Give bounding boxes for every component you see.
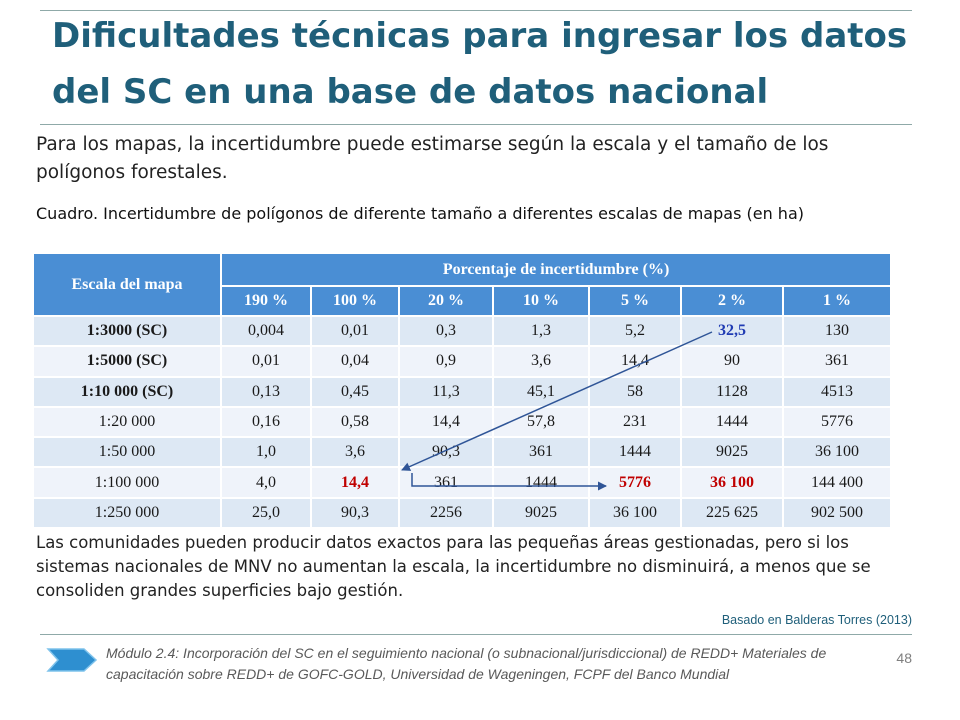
column-header: 2 % — [680, 285, 784, 317]
value-cell: 0,58 — [310, 405, 400, 439]
value-cell: 57,8 — [492, 405, 590, 439]
column-header: 20 % — [398, 285, 494, 317]
scale-cell: 1:3000 (SC) — [32, 314, 222, 348]
uncertainty-table-grid: Escala del mapa Porcentaje de incertidum… — [32, 252, 893, 530]
table-row: 1:100 000 4,0 14,4 361 1444 5776 36 100 144 400 — [32, 466, 893, 499]
value-cell: 361 — [781, 345, 893, 378]
value-cell: 0,13 — [220, 375, 312, 408]
table-row: 1:5000 (SC) 0,01 0,04 0,9 3,6 14,4 90 361 — [32, 345, 893, 378]
value-cell: 902 500 — [781, 496, 893, 530]
value-cell: 4,0 — [220, 466, 312, 499]
value-cell: 25,0 — [220, 496, 312, 530]
value-cell: 90 — [680, 345, 784, 378]
value-cell: 0,01 — [310, 314, 400, 348]
table-body: 1:3000 (SC) 0,004 0,01 0,3 1,3 5,2 32,5 130 1:50… — [32, 314, 893, 530]
value-cell: 9025 — [680, 436, 784, 469]
value-cell: 1444 — [680, 405, 784, 439]
scale-cell: 1:20 000 — [32, 405, 222, 439]
scale-cell: 1:100 000 — [32, 466, 222, 499]
row-header-cell: Escala del mapa — [32, 252, 222, 317]
value-cell: 5776 — [588, 466, 682, 499]
value-cell: 3,6 — [310, 436, 400, 469]
uncertainty-table: Escala del mapa Porcentaje de incertidum… — [32, 252, 893, 530]
group-header-cell: Porcentaje de incertidumbre (%) — [219, 252, 893, 287]
value-cell: 14,4 — [588, 345, 682, 378]
value-cell: 1444 — [492, 466, 590, 499]
column-header: 100 % — [310, 285, 400, 317]
value-cell: 36 100 — [781, 436, 893, 469]
value-cell: 32,5 — [680, 314, 784, 348]
table-row: 1:20 000 0,16 0,58 14,4 57,8 231 1444 5776 — [32, 405, 893, 439]
closing-paragraph: Las comunidades pueden producir datos ex… — [36, 533, 871, 600]
source-citation: Basado en Balderas Torres (2013) — [721, 613, 912, 627]
value-cell: 3,6 — [492, 345, 590, 378]
value-cell: 1444 — [588, 436, 682, 469]
value-cell: 0,9 — [398, 345, 494, 378]
scale-cell: 1:10 000 (SC) — [32, 375, 222, 408]
value-cell: 0,04 — [310, 345, 400, 378]
title-underline — [40, 124, 912, 125]
value-cell: 9025 — [492, 496, 590, 530]
value-cell: 11,3 — [398, 375, 494, 408]
value-cell: 36 100 — [588, 496, 682, 530]
value-cell: 0,16 — [220, 405, 312, 439]
value-cell: 90,3 — [310, 496, 400, 530]
value-cell: 144 400 — [781, 466, 893, 499]
footer-rule — [40, 634, 912, 635]
value-cell: 2256 — [398, 496, 494, 530]
value-cell: 0,004 — [220, 314, 312, 348]
value-cell: 45,1 — [492, 375, 590, 408]
table-row: 1:50 000 1,0 3,6 90,3 361 1444 9025 36 100 — [32, 436, 893, 469]
value-cell: 4513 — [781, 375, 893, 408]
column-header: 1 % — [781, 285, 893, 317]
slide-title: Dificultades técnicas para ingresar los … — [52, 16, 908, 112]
scale-cell: 1:50 000 — [32, 436, 222, 469]
value-cell: 5,2 — [588, 314, 682, 348]
value-cell: 1,3 — [492, 314, 590, 348]
column-header: 190 % — [220, 285, 312, 317]
column-header: 10 % — [492, 285, 590, 317]
value-cell: 1128 — [680, 375, 784, 408]
table-row: 1:10 000 (SC) 0,13 0,45 11,3 45,1 58 1128 4513 — [32, 375, 893, 408]
footer-text: Módulo 2.4: Incorporación del SC en el s… — [106, 645, 827, 682]
value-cell: 130 — [781, 314, 893, 348]
value-cell: 58 — [588, 375, 682, 408]
table-row: 1:3000 (SC) 0,004 0,01 0,3 1,3 5,2 32,5 130 — [32, 314, 893, 348]
value-cell: 14,4 — [398, 405, 494, 439]
scale-cell: 1:250 000 — [32, 496, 222, 530]
page-number: 48 — [896, 650, 912, 666]
value-cell: 1,0 — [220, 436, 312, 469]
table-row: 1:250 000 25,0 90,3 2256 9025 36 100 225 625 90… — [32, 496, 893, 530]
value-cell: 90,3 — [398, 436, 494, 469]
value-cell: 225 625 — [680, 496, 784, 530]
value-cell: 36 100 — [680, 466, 784, 499]
value-cell: 14,4 — [310, 466, 400, 499]
scale-cell: 1:5000 (SC) — [32, 345, 222, 378]
column-header: 5 % — [588, 285, 682, 317]
value-cell: 361 — [492, 436, 590, 469]
value-cell: 0,01 — [220, 345, 312, 378]
value-cell: 5776 — [781, 405, 893, 439]
chevron-arrow-icon — [46, 648, 98, 672]
value-cell: 361 — [398, 466, 494, 499]
table-caption: Cuadro. Incertidumbre de polígonos de di… — [36, 204, 804, 223]
value-cell: 0,3 — [398, 314, 494, 348]
value-cell: 0,45 — [310, 375, 400, 408]
value-cell: 231 — [588, 405, 682, 439]
top-rule — [40, 10, 912, 11]
intro-paragraph: Para los mapas, la incertidumbre puede e… — [36, 134, 829, 183]
